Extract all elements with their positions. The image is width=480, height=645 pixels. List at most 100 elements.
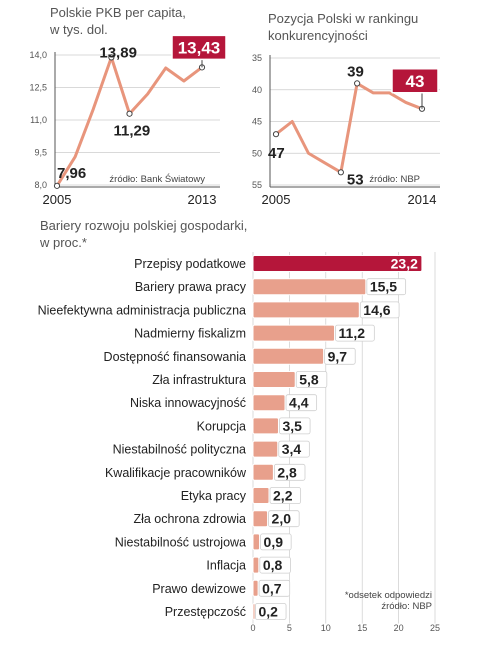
- ranking-data-point: [272, 131, 280, 138]
- barriers-row: Przestępczość 0,2: [165, 603, 287, 620]
- barriers-row: Nadmierny fiskalizm 11,2: [134, 324, 375, 342]
- barriers-value-label: 15,5: [370, 279, 397, 295]
- barriers-x-tick-label: 10: [321, 623, 331, 633]
- barriers-value-box: [268, 510, 300, 528]
- barriers-row: Prawo dewizowe 0,7: [152, 579, 291, 597]
- barriers-bar: [252, 255, 423, 272]
- barriers-value-label: 3,5: [282, 418, 302, 434]
- ranking-x-tick-start: 2005: [262, 192, 291, 207]
- barriers-row: Niska innowacyjność 4,4: [130, 394, 318, 412]
- barriers-category-label: Inflacja: [206, 559, 246, 573]
- barriers-category-label: Dostępność finansowania: [104, 350, 246, 364]
- barriers-row: Bariery prawa pracy 15,5: [135, 278, 407, 296]
- barriers-value-label: 3,4: [282, 441, 302, 457]
- barriers-row: Etyka pracy 2,2: [181, 487, 302, 504]
- barriers-bar: [252, 324, 336, 342]
- barriers-x-tick-label: 20: [394, 623, 404, 633]
- barriers-bar: [252, 371, 296, 388]
- barriers-x-tick-label: 0: [250, 623, 255, 633]
- barriers-value-box: [285, 394, 318, 412]
- barriers-value-label: 2,2: [273, 488, 293, 504]
- barriers-title-line-2: w proc.*: [39, 235, 87, 250]
- barriers-value-label: 0,7: [262, 580, 282, 596]
- barriers-category-label: Prawo dewizowe: [152, 582, 246, 596]
- barriers-category-label: Kwalifikacje pracowników: [105, 466, 247, 480]
- barriers-value-box: [259, 556, 291, 574]
- barriers-value-label: 5,8: [299, 372, 319, 388]
- barriers-bar: [252, 301, 360, 319]
- barriers-value-label: 0,8: [263, 557, 283, 573]
- barriers-x-tick-label: 15: [357, 623, 367, 633]
- barriers-value-label: 0,9: [264, 534, 284, 550]
- gdp-highlight-label: 13,43: [178, 38, 221, 57]
- barriers-bar: [252, 463, 274, 481]
- barriers-row: Niestabilność ustrojowa 0,9: [115, 533, 292, 551]
- barriers-bar: [252, 440, 279, 458]
- barriers-value-label: 14,6: [363, 302, 390, 318]
- ranking-x-tick-end: 2014: [408, 192, 437, 207]
- barriers-value-label: 11,2: [339, 325, 366, 341]
- barriers-row: Przepisy podatkowe 23,2: [134, 255, 423, 272]
- ranking-highlight-badge: [391, 68, 439, 94]
- barriers-bar: [252, 417, 279, 435]
- barriers-chart: Bariery rozwoju polskiej gospodarki, w p…: [38, 218, 440, 633]
- barriers-bars: Przepisy podatkowe 23,2 Bariery prawa prac…: [38, 255, 423, 620]
- barriers-x-tick-label: 5: [287, 623, 292, 633]
- barriers-value-label: 2,8: [277, 464, 297, 480]
- barriers-value-box: [273, 463, 306, 481]
- barriers-row: Inflacja 0,8: [206, 556, 291, 574]
- ranking-series: 47 53 39 43: [268, 63, 439, 188]
- barriers-bar: [252, 556, 260, 574]
- barriers-bar: [252, 603, 256, 620]
- barriers-value-box: [359, 301, 400, 319]
- barriers-category-label: Niestabilność ustrojowa: [115, 535, 246, 549]
- gdp-title-line-2: w tys. dol.: [49, 22, 108, 37]
- barriers-bar: [252, 278, 367, 296]
- barriers-row: Niestabilność polityczna 3,4: [113, 440, 310, 458]
- ranking-series-line: [274, 81, 424, 174]
- gdp-point-label: 13,89: [99, 44, 137, 61]
- barriers-category-label: Nieefektywna administracja publiczna: [38, 303, 246, 317]
- barriers-value-box: [260, 533, 292, 551]
- barriers-category-label: Niestabilność polityczna: [113, 443, 246, 457]
- ranking-data-point: [337, 169, 344, 176]
- ranking-y-ticks: 35 40 45 50 55: [252, 53, 262, 190]
- ranking-chart: Pozycja Polski w rankingu konkurencyjnoś…: [252, 11, 440, 207]
- gdp-y-tick-label: 14,0: [29, 50, 47, 60]
- barriers-row: Dostępność finansowania 9,7: [104, 347, 356, 365]
- ranking-title-line-2: konkurencyjności: [268, 28, 368, 43]
- barriers-row: Kwalifikacje pracowników 2,8: [105, 463, 306, 481]
- gdp-data-point: [53, 182, 61, 189]
- barriers-note-line-1: *odsetek odpowiedzi: [345, 590, 432, 601]
- ranking-y-tick-label: 50: [252, 148, 262, 158]
- barriers-value-box: [255, 603, 287, 620]
- barriers-row: Nieefektywna administracja publiczna 14,6: [38, 301, 400, 319]
- gdp-y-ticks: 14,0 12,5 11,0 9,5 8,0: [29, 50, 47, 190]
- gdp-x-tick-end: 2013: [188, 192, 217, 207]
- barriers-value-box: [324, 347, 356, 365]
- ranking-point-label: 39: [347, 63, 364, 80]
- barriers-value-box: [366, 278, 407, 296]
- ranking-title-line-1: Pozycja Polski w rankingu: [268, 11, 418, 26]
- gdp-source: źródło: Bank Światowy: [109, 173, 205, 185]
- barriers-category-label: Korupcja: [197, 419, 246, 433]
- gdp-y-tick-label: 8,0: [34, 180, 47, 190]
- gdp-y-tick-label: 12,5: [29, 83, 47, 93]
- gdp-chart: Polskie PKB per capita, w tys. dol. 14,0…: [29, 5, 227, 207]
- barriers-value-box: [295, 371, 328, 388]
- barriers-title-line-1: Bariery rozwoju polskiej gospodarki,: [40, 218, 247, 233]
- gdp-point-label: 7,96: [57, 165, 86, 182]
- gdp-point-label: 11,29: [114, 123, 151, 140]
- barriers-category-label: Zła ochrona zdrowia: [133, 512, 246, 526]
- barriers-value-label: 23,2: [391, 256, 418, 272]
- barriers-value-label: 4,4: [289, 395, 309, 411]
- gdp-series: 7,96 13,89 11,29 13,43: [53, 34, 227, 189]
- ranking-y-tick-label: 35: [252, 53, 262, 63]
- barriers-row: Zła infrastruktura 5,8: [152, 371, 328, 388]
- gdp-data-point: [126, 110, 133, 117]
- ranking-y-tick-label: 55: [252, 180, 262, 190]
- ranking-source: źródło: NBP: [369, 174, 420, 185]
- ranking-y-tick-label: 45: [252, 117, 262, 127]
- ranking-y-tick-label: 40: [252, 85, 262, 95]
